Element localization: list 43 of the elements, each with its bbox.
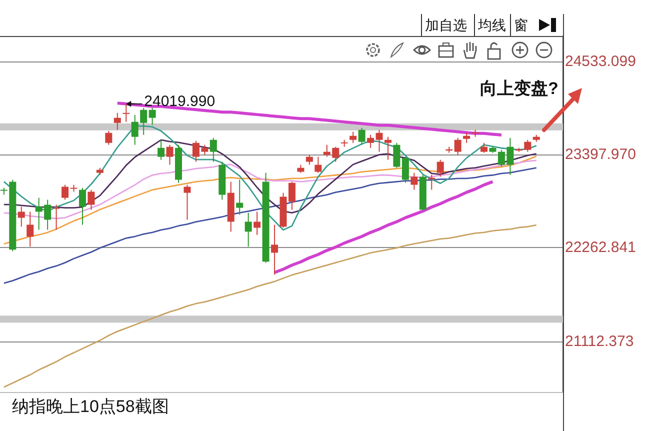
candlestick [105, 130, 112, 146]
candlestick [254, 211, 261, 236]
candlestick [314, 156, 322, 174]
candlestick [376, 129, 383, 152]
text: 纳指晚上10点58截图 [12, 396, 169, 418]
text: 加自选 [421, 14, 470, 36]
candlestick [166, 144, 174, 166]
candlestick [236, 179, 244, 216]
candlestick [18, 206, 25, 228]
candlestick [367, 134, 374, 148]
candlestick [410, 172, 418, 190]
candlestick [393, 142, 400, 168]
candlestick [350, 131, 357, 144]
candlestick [62, 184, 69, 200]
candlestick [402, 156, 409, 184]
annotation: 24019.990 [144, 93, 216, 110]
candlestick [158, 139, 165, 160]
candlestick [122, 103, 130, 122]
candlestick [78, 187, 86, 226]
candlestick [271, 224, 278, 276]
candlestick [88, 189, 95, 210]
candlestick [26, 211, 34, 248]
candlestick [114, 112, 121, 130]
candlestick [210, 137, 217, 162]
y-tick-label: 23397.970 [565, 146, 636, 163]
y-tick-label: 24533.099 [565, 53, 636, 70]
candlestick [454, 137, 462, 156]
y-tick-label: 22262.841 [565, 238, 636, 256]
candlestick [288, 181, 296, 210]
annotation: 向上变盘? [480, 78, 558, 100]
candlestick [358, 127, 366, 146]
candlestick [463, 132, 470, 144]
candlestick [244, 212, 252, 248]
text: 窗 [510, 14, 531, 36]
candlestick [184, 184, 191, 220]
candlestick [480, 142, 488, 154]
text: 均线 [474, 14, 509, 36]
candlestick [52, 204, 60, 230]
candlestick [436, 159, 444, 178]
y-tick-label: 21112.373 [565, 333, 634, 350]
candlestick [306, 154, 313, 166]
candlestick [148, 108, 156, 126]
candlestick [384, 136, 392, 160]
